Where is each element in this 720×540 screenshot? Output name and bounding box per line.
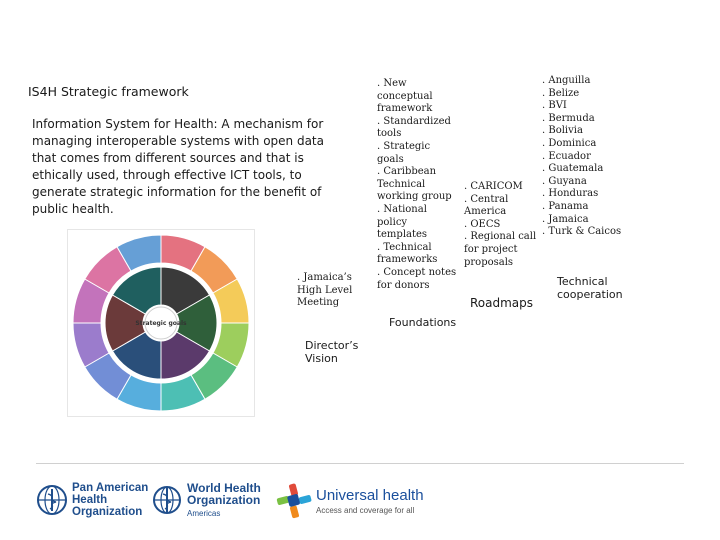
foundations-item: framework — [377, 103, 433, 115]
footer-divider — [36, 463, 684, 464]
universal-health-cross-icon — [276, 483, 312, 519]
foundations-item: policy — [377, 216, 408, 228]
country-item: . Panama — [542, 200, 589, 212]
wheel-center-label: Strategic goals — [135, 320, 187, 327]
who-logo: World Health Organization Americas — [151, 482, 261, 518]
country-item: . BVI — [542, 100, 567, 112]
foundations-item: . Standardized — [377, 115, 451, 127]
foundations-item: Technical — [377, 178, 426, 190]
paho-emblem-icon — [37, 485, 67, 515]
foundations-item: frameworks — [377, 254, 438, 266]
jamaica-line: Meeting — [297, 297, 340, 309]
strategy-wheel-frame: Strategic goals — [67, 229, 255, 417]
foundations-item: tools — [377, 128, 402, 140]
roadmaps-item: . CARICOM — [464, 181, 523, 192]
roadmaps-item: proposals — [464, 256, 514, 268]
roadmaps-item: . OECS — [464, 218, 501, 230]
vision-line: Vision — [305, 352, 338, 365]
wheel-outer-segment — [116, 234, 162, 272]
foundations-item: . New — [377, 78, 407, 89]
paho-logo: Pan American Health Organization — [36, 482, 148, 518]
tc-line: cooperation — [557, 288, 623, 301]
jamaica-line: High Level — [297, 284, 353, 296]
who-region-text: Americas — [187, 509, 221, 518]
universal-health-logo: Universal health Access and coverage for… — [276, 483, 424, 519]
paho-text-line: Health — [72, 494, 108, 506]
foundations-label: Foundations — [389, 316, 457, 329]
who-text-line: Organization — [187, 493, 261, 507]
paho-text-line: Organization — [72, 506, 143, 518]
country-item: . Dominica — [542, 137, 597, 149]
country-item: . Bermuda — [542, 112, 595, 124]
wheel-inner-sector — [111, 266, 162, 315]
roadmaps-item: . Central — [464, 193, 509, 205]
paho-text-line: Pan American — [72, 482, 149, 494]
strategy-wheel: Strategic goals — [72, 234, 250, 412]
foundations-item: . National — [377, 203, 427, 215]
jamaica-meeting-label: . Jamaica’s High Level Meeting — [297, 272, 352, 310]
uh-subtitle: Access and coverage for all — [316, 506, 415, 515]
framework-description: Information System for Health: A mechani… — [32, 117, 324, 216]
country-item: . Jamaica — [542, 213, 589, 225]
framework-title: IS4H Strategic framework — [28, 84, 189, 99]
foundations-item: . Strategic — [377, 140, 431, 152]
tc-line: Technical — [557, 275, 608, 288]
country-item: . Belize — [542, 87, 580, 99]
foundations-item: working group — [377, 191, 452, 203]
country-item: . Guatemala — [542, 163, 604, 175]
roadmaps-list: . CARICOM. Central America. OECS. Regiona… — [464, 181, 536, 269]
country-item: . Guyana — [542, 175, 587, 187]
roadmaps-item: for project — [464, 243, 518, 255]
country-item: . Anguilla — [542, 75, 591, 86]
country-item: . Ecuador — [542, 150, 591, 162]
directors-vision-label: Director’s Vision — [305, 339, 358, 365]
country-item: . Honduras — [542, 188, 599, 200]
country-item: . Bolivia — [542, 125, 583, 137]
technical-cooperation-label: Technical cooperation — [557, 275, 623, 301]
roadmaps-item: America — [464, 206, 507, 218]
uh-title: Universal health — [316, 487, 424, 504]
foundations-item: . Technical — [377, 241, 432, 253]
who-emblem-icon — [153, 486, 181, 514]
foundations-item: templates — [377, 229, 428, 241]
countries-list: . Anguilla. Belize. BVI. Bermuda. Bolivi… — [542, 75, 621, 239]
foundations-item: for donors — [377, 279, 430, 291]
jamaica-line: . Jamaica’s — [297, 272, 352, 283]
who-text-line: World Health — [187, 481, 261, 495]
roadmaps-item: . Regional call — [464, 231, 537, 243]
foundations-item: conceptual — [377, 90, 433, 102]
country-item: . Turk & Caicos — [542, 226, 622, 238]
foundations-item: . Caribbean — [377, 166, 437, 178]
foundations-item: goals — [377, 153, 404, 165]
roadmaps-label: Roadmaps — [470, 296, 534, 310]
foundations-item: . Concept notes — [377, 266, 457, 278]
vision-line: Director’s — [305, 339, 359, 352]
foundations-list: . New conceptual framework. Standardized to… — [377, 78, 456, 292]
